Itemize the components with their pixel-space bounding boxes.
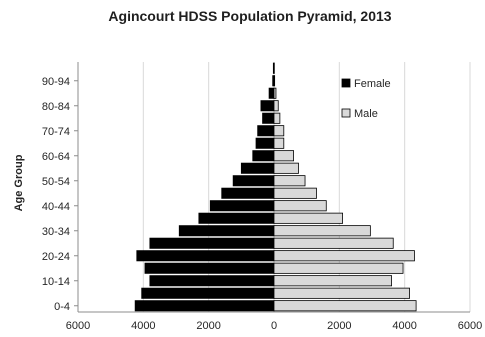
bar-male-60-64 — [273, 150, 295, 162]
x-tick-label: 4000 — [131, 320, 155, 332]
bar-male-0-4 — [273, 300, 417, 312]
x-tick-label: 0 — [271, 320, 277, 332]
grid-lines — [77, 62, 471, 312]
bar-male-50-54 — [273, 175, 306, 187]
bar-female-45-49 — [221, 187, 275, 199]
bar-male-70-74 — [273, 125, 285, 137]
axes-group: 6000 4000 2000 0 2000 4000 6000 0-4 10-14 20-24 30… — [42, 62, 482, 332]
legend-swatch-male — [341, 108, 351, 118]
bar-female-25-29 — [149, 237, 275, 249]
y-tick-label: 60-64 — [42, 151, 70, 163]
bar-male-45-49 — [273, 187, 317, 199]
bar-female-15-19 — [144, 262, 275, 274]
bar-female-65-69 — [255, 137, 275, 149]
y-tick-label: 0-4 — [54, 301, 70, 313]
x-tick-label: 6000 — [458, 320, 482, 332]
bar-male-15-19 — [273, 262, 404, 274]
y-tick-label: 70-74 — [42, 126, 70, 138]
bar-female-35-39 — [198, 212, 275, 224]
bar-male-25-29 — [273, 237, 394, 249]
bar-male-75-79 — [273, 112, 281, 124]
bar-female-85-89 — [268, 87, 275, 99]
y-tick-label: 90-94 — [42, 76, 70, 88]
y-tick-label: 80-84 — [42, 101, 70, 113]
bar-male-85-89 — [273, 87, 277, 99]
bar-female-55-59 — [240, 162, 275, 174]
x-tick-label: 2000 — [327, 320, 351, 332]
bar-female-50-54 — [232, 175, 275, 187]
bar-female-40-44 — [209, 200, 275, 212]
legend-label-male: Male — [354, 108, 378, 120]
y-tick-label: 20-24 — [42, 251, 70, 263]
bar-male-35-39 — [273, 212, 343, 224]
bar-female-70-74 — [257, 125, 275, 137]
bar-male-90-94 — [273, 75, 276, 87]
y-tick-label: 50-54 — [42, 176, 70, 188]
bar-male-10-14 — [273, 275, 392, 287]
bar-female-30-34 — [178, 225, 275, 237]
bar-female-60-64 — [252, 150, 275, 162]
y-tick-label: 10-14 — [42, 276, 70, 288]
bar-female-5-9 — [141, 287, 275, 299]
bar-male-65-69 — [273, 137, 285, 149]
x-tick-label: 6000 — [66, 320, 90, 332]
legend: Female Male — [341, 78, 391, 120]
x-tick-label: 4000 — [392, 320, 416, 332]
y-tick-label: 40-44 — [42, 201, 70, 213]
bar-male-40-44 — [273, 200, 327, 212]
bar-female-75-79 — [262, 112, 275, 124]
chart-title: Agincourt HDSS Population Pyramid, 2013 — [108, 8, 391, 24]
bar-male-80-84 — [273, 100, 279, 112]
bar-female-80-84 — [260, 100, 275, 112]
bar-female-10-14 — [149, 275, 275, 287]
y-axis-label: Age Group — [13, 154, 25, 211]
bars-group — [134, 62, 417, 312]
bar-female-20-24 — [136, 250, 275, 262]
y-tick-label: 30-34 — [42, 226, 70, 238]
legend-label-female: Female — [354, 78, 391, 90]
bar-female-0-4 — [134, 300, 275, 312]
bar-male-20-24 — [273, 250, 415, 262]
x-tick-label: 2000 — [196, 320, 220, 332]
legend-swatch-female — [341, 78, 351, 88]
bar-male-5-9 — [273, 287, 410, 299]
bar-male-30-34 — [273, 225, 371, 237]
bar-male-55-59 — [273, 162, 299, 174]
